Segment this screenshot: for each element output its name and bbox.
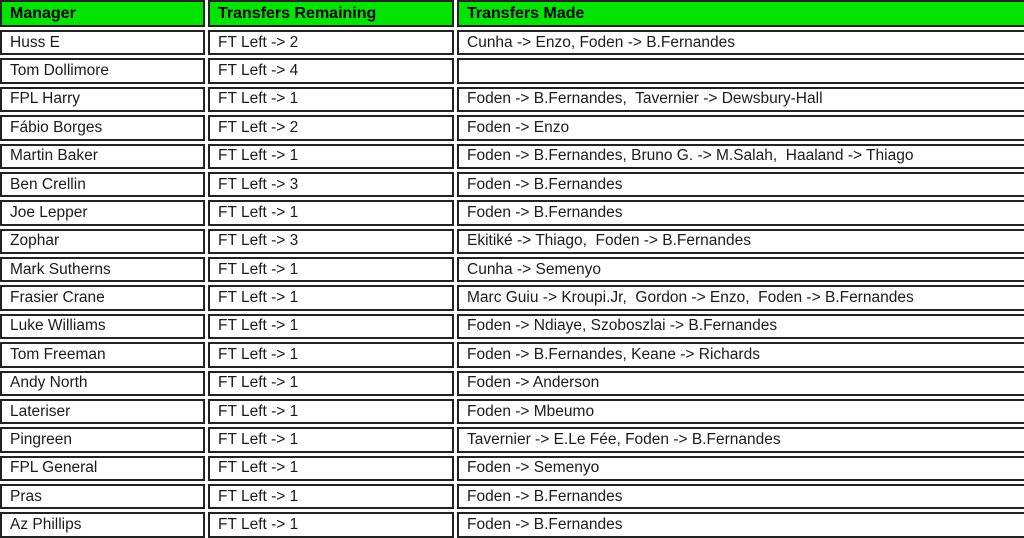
table-row: Martin Baker FT Left -> 1 Foden -> B.Ferna… xyxy=(0,143,1024,169)
manager-cell: Luke Williams xyxy=(0,313,205,340)
table-row: Ben Crellin FT Left -> 3 Foden -> B.Fernan… xyxy=(0,171,1024,198)
manager-cell: Huss E xyxy=(0,30,205,56)
table-row: FPL General FT Left -> 1 Foden -> Semenyo xyxy=(0,455,1024,481)
transfers-remaining-cell: FT Left -> 1 xyxy=(208,370,454,396)
table-row: Zophar FT Left -> 3 Ekitiké -> Thiago, Fod… xyxy=(0,228,1024,254)
table-row: Pras FT Left -> 1 Foden -> B.Fernandes xyxy=(0,484,1024,510)
manager-cell: Pras xyxy=(0,484,205,510)
transfers-remaining-cell: FT Left -> 1 xyxy=(208,257,454,283)
column-header-transfers-made: Transfers Made xyxy=(457,0,1024,27)
transfers-made-cell: Marc Guiu -> Kroupi.Jr, Gordon -> Enzo, … xyxy=(457,285,1024,311)
transfers-made-cell: Cunha -> Semenyo xyxy=(457,257,1024,283)
transfers-made-cell: Ekitiké -> Thiago, Foden -> B.Fernandes xyxy=(457,228,1024,254)
transfers-made-cell: Cunha -> Enzo, Foden -> B.Fernandes xyxy=(457,30,1024,56)
manager-cell: Pingreen xyxy=(0,427,205,453)
transfers-remaining-cell: FT Left -> 1 xyxy=(208,342,454,368)
transfers-remaining-cell: FT Left -> 1 xyxy=(208,86,454,113)
transfers-remaining-cell: FT Left -> 1 xyxy=(208,427,454,453)
manager-cell: Fábio Borges xyxy=(0,115,205,141)
transfers-remaining-cell: FT Left -> 1 xyxy=(208,455,454,481)
table-row: Tom Dollimore FT Left -> 4 xyxy=(0,58,1024,84)
manager-cell: Tom Freeman xyxy=(0,342,205,368)
table-row: Huss E FT Left -> 2 Cunha -> Enzo, Foden -… xyxy=(0,30,1024,56)
transfers-made-cell: Foden -> B.Fernandes xyxy=(457,484,1024,510)
manager-cell: FPL Harry xyxy=(0,86,205,113)
transfers-made-cell: Tavernier -> E.Le Fée, Foden -> B.Fernan… xyxy=(457,427,1024,453)
transfers-remaining-cell: FT Left -> 1 xyxy=(208,398,454,425)
table-row: Lateriser FT Left -> 1 Foden -> Mbeumo xyxy=(0,398,1024,425)
transfers-made-cell: Foden -> B.Fernandes xyxy=(457,512,1024,538)
transfers-remaining-cell: FT Left -> 1 xyxy=(208,313,454,340)
transfers-remaining-cell: FT Left -> 1 xyxy=(208,143,454,169)
manager-cell: Andy North xyxy=(0,370,205,396)
transfers-remaining-cell: FT Left -> 1 xyxy=(208,285,454,311)
transfers-remaining-cell: FT Left -> 1 xyxy=(208,484,454,510)
manager-cell: Ben Crellin xyxy=(0,171,205,198)
transfers-made-cell xyxy=(457,58,1024,84)
manager-cell: Tom Dollimore xyxy=(0,58,205,84)
table-row: Luke Williams FT Left -> 1 Foden -> Ndiaye… xyxy=(0,313,1024,340)
table-row: Az Phillips FT Left -> 1 Foden -> B.Fernan… xyxy=(0,512,1024,538)
manager-cell: Zophar xyxy=(0,228,205,254)
transfers-remaining-cell: FT Left -> 2 xyxy=(208,30,454,56)
transfers-made-cell: Foden -> Anderson xyxy=(457,370,1024,396)
table-row: FPL Harry FT Left -> 1 Foden -> B.Fernande… xyxy=(0,86,1024,113)
transfers-remaining-cell: FT Left -> 2 xyxy=(208,115,454,141)
table-row: Tom Freeman FT Left -> 1 Foden -> B.Fernan… xyxy=(0,342,1024,368)
transfers-made-cell: Foden -> B.Fernandes, Keane -> Richards xyxy=(457,342,1024,368)
transfers-made-cell: Foden -> B.Fernandes xyxy=(457,200,1024,226)
transfers-made-cell: Foden -> B.Fernandes, Bruno G. -> M.Sala… xyxy=(457,143,1024,169)
transfers-made-cell: Foden -> Ndiaye, Szoboszlai -> B.Fernand… xyxy=(457,313,1024,340)
table-row: Andy North FT Left -> 1 Foden -> Anderson xyxy=(0,370,1024,396)
manager-cell: Mark Sutherns xyxy=(0,257,205,283)
table-row: Frasier Crane FT Left -> 1 Marc Guiu -> Kr… xyxy=(0,285,1024,311)
transfers-remaining-cell: FT Left -> 3 xyxy=(208,171,454,198)
table-body: Huss E FT Left -> 2 Cunha -> Enzo, Foden -… xyxy=(0,30,1024,538)
manager-cell: Martin Baker xyxy=(0,143,205,169)
column-header-transfers-remaining: Transfers Remaining xyxy=(208,0,454,27)
manager-cell: Lateriser xyxy=(0,398,205,425)
transfers-made-cell: Foden -> Enzo xyxy=(457,115,1024,141)
manager-cell: Az Phillips xyxy=(0,512,205,538)
column-header-manager: Manager xyxy=(0,0,205,27)
transfers-remaining-cell: FT Left -> 1 xyxy=(208,200,454,226)
transfers-remaining-cell: FT Left -> 1 xyxy=(208,512,454,538)
header-row: Manager Transfers Remaining Transfers Ma… xyxy=(0,0,1024,27)
table-row: Fábio Borges FT Left -> 2 Foden -> Enzo xyxy=(0,115,1024,141)
transfers-made-cell: Foden -> B.Fernandes xyxy=(457,171,1024,198)
transfers-made-cell: Foden -> Mbeumo xyxy=(457,398,1024,425)
transfers-made-cell: Foden -> B.Fernandes, Tavernier -> Dewsb… xyxy=(457,86,1024,113)
manager-cell: Frasier Crane xyxy=(0,285,205,311)
transfers-made-cell: Foden -> Semenyo xyxy=(457,455,1024,481)
manager-cell: Joe Lepper xyxy=(0,200,205,226)
transfers-remaining-cell: FT Left -> 3 xyxy=(208,228,454,254)
table-row: Mark Sutherns FT Left -> 1 Cunha -> Semeny… xyxy=(0,257,1024,283)
transfers-remaining-cell: FT Left -> 4 xyxy=(208,58,454,84)
manager-cell: FPL General xyxy=(0,455,205,481)
table-row: Joe Lepper FT Left -> 1 Foden -> B.Fernand… xyxy=(0,200,1024,226)
table-row: Pingreen FT Left -> 1 Tavernier -> E.Le Fé… xyxy=(0,427,1024,453)
